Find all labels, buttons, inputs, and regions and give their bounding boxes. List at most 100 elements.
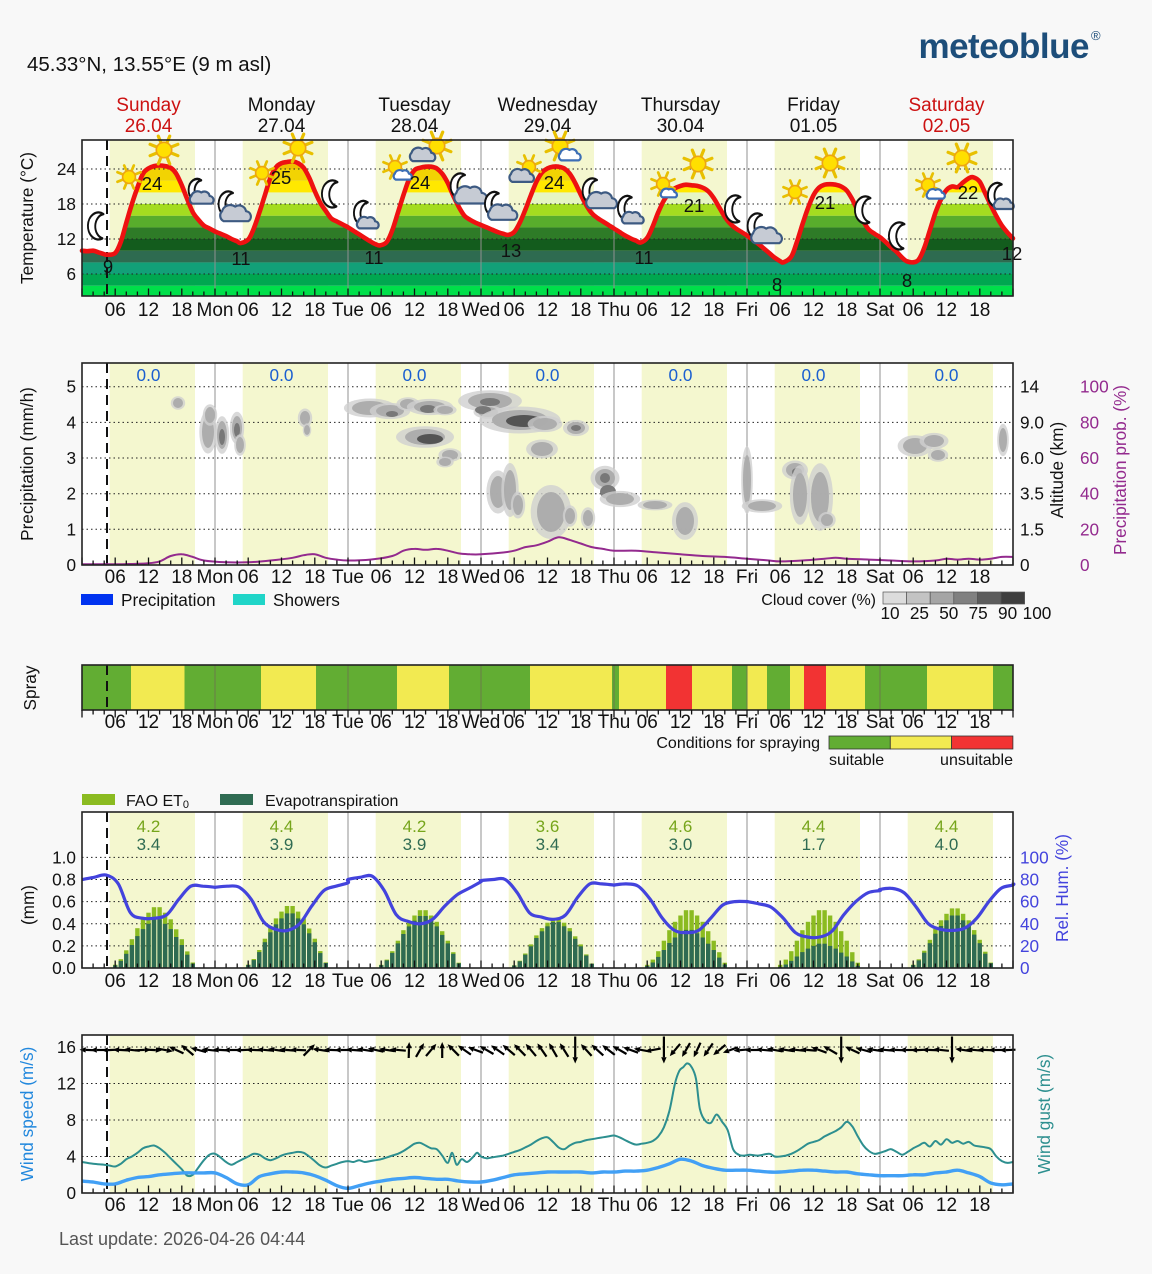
svg-text:0.8: 0.8 [52,870,76,890]
svg-text:06: 06 [504,712,525,733]
svg-text:06: 06 [238,971,259,992]
svg-text:0.0: 0.0 [270,365,294,385]
svg-text:12: 12 [138,567,159,588]
svg-text:0.2: 0.2 [52,936,76,956]
svg-text:Sat: Sat [866,300,895,321]
svg-text:5: 5 [66,377,76,397]
svg-text:12: 12 [404,1195,425,1216]
svg-text:12: 12 [404,300,425,321]
svg-text:3.9: 3.9 [403,835,427,854]
svg-text:Mon: Mon [197,300,234,321]
svg-text:Tue: Tue [332,300,364,321]
svg-text:12: 12 [271,712,292,733]
svg-text:18: 18 [437,1195,458,1216]
svg-text:4.0: 4.0 [935,835,959,854]
svg-text:100: 100 [1023,603,1052,623]
svg-text:12: 12 [57,1074,76,1094]
svg-text:06: 06 [637,971,658,992]
svg-text:Evapotranspiration: Evapotranspiration [265,793,398,810]
svg-text:06: 06 [504,300,525,321]
svg-text:12: 12 [936,300,957,321]
svg-text:18: 18 [969,971,990,992]
svg-text:Mon: Mon [197,971,234,992]
svg-text:Friday: Friday [787,95,840,116]
svg-text:8: 8 [772,274,782,295]
svg-text:12: 12 [537,712,558,733]
svg-text:12: 12 [1002,243,1023,264]
svg-text:4.4: 4.4 [270,817,294,836]
svg-text:Thursday: Thursday [641,95,721,116]
svg-text:18: 18 [570,1195,591,1216]
svg-text:12: 12 [670,300,691,321]
svg-text:0: 0 [1020,958,1030,978]
svg-text:0.0: 0.0 [403,365,427,385]
svg-text:meteoblue: meteoblue [918,27,1089,66]
svg-text:18: 18 [171,567,192,588]
svg-text:Sat: Sat [866,1195,895,1216]
svg-text:(mm): (mm) [18,885,38,925]
svg-text:4.2: 4.2 [137,817,161,836]
svg-text:suitable: suitable [829,752,884,769]
svg-text:Wed: Wed [462,712,501,733]
svg-text:12: 12 [803,567,824,588]
svg-text:12: 12 [404,712,425,733]
svg-text:Last update: 2026-04-26 04:44: Last update: 2026-04-26 04:44 [59,1229,305,1249]
svg-text:18: 18 [171,1195,192,1216]
svg-text:0.0: 0.0 [802,365,826,385]
svg-text:12: 12 [404,567,425,588]
svg-text:06: 06 [504,971,525,992]
svg-text:Wed: Wed [462,1195,501,1216]
svg-text:06: 06 [371,971,392,992]
svg-text:12: 12 [271,1195,292,1216]
svg-text:100: 100 [1020,847,1049,867]
svg-text:18: 18 [969,712,990,733]
svg-text:12: 12 [803,300,824,321]
svg-text:06: 06 [238,300,259,321]
svg-text:18: 18 [836,971,857,992]
svg-text:21: 21 [684,195,705,216]
svg-text:11: 11 [364,247,383,268]
svg-text:12: 12 [670,971,691,992]
svg-text:20: 20 [1080,519,1099,539]
svg-text:06: 06 [637,712,658,733]
svg-text:18: 18 [437,567,458,588]
svg-text:06: 06 [105,1195,126,1216]
svg-text:4: 4 [66,1147,76,1167]
svg-text:25: 25 [910,603,929,623]
svg-text:12: 12 [537,300,558,321]
svg-text:4.4: 4.4 [802,817,826,836]
svg-text:06: 06 [238,1195,259,1216]
svg-text:45.33°N, 13.55°E (9 m asl): 45.33°N, 13.55°E (9 m asl) [27,53,271,76]
svg-text:18: 18 [437,712,458,733]
svg-text:3.5: 3.5 [1020,484,1044,504]
svg-text:06: 06 [770,712,791,733]
svg-text:9: 9 [103,256,113,277]
svg-text:75: 75 [969,603,988,623]
svg-text:Sat: Sat [866,567,895,588]
svg-text:18: 18 [703,567,724,588]
svg-text:06: 06 [903,300,924,321]
svg-text:18: 18 [171,971,192,992]
svg-text:Wind gust (m/s): Wind gust (m/s) [1034,1054,1054,1174]
svg-text:Fri: Fri [736,300,758,321]
svg-text:06: 06 [504,1195,525,1216]
svg-text:Showers: Showers [273,590,340,610]
svg-text:24: 24 [142,173,163,194]
svg-text:Thu: Thu [598,971,631,992]
svg-text:18: 18 [969,1195,990,1216]
svg-text:18: 18 [969,300,990,321]
svg-text:18: 18 [836,1195,857,1216]
svg-text:01.05: 01.05 [790,116,838,137]
svg-text:Wed: Wed [462,971,501,992]
svg-text:18: 18 [437,971,458,992]
svg-text:18: 18 [969,567,990,588]
svg-text:Fri: Fri [736,971,758,992]
svg-text:12: 12 [803,712,824,733]
svg-text:Precipitation: Precipitation [121,590,216,610]
svg-text:Precipitation (mm/h): Precipitation (mm/h) [17,387,37,541]
svg-text:FAO ET0: FAO ET0 [126,793,189,811]
svg-text:60: 60 [1080,448,1099,468]
svg-text:80: 80 [1080,412,1099,432]
svg-text:18: 18 [304,300,325,321]
svg-text:1.7: 1.7 [802,835,826,854]
